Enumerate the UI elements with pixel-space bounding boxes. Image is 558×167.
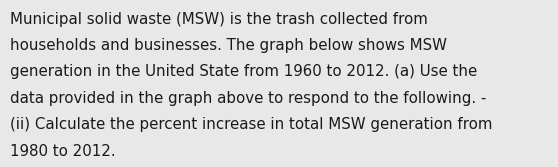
- Text: Municipal solid waste (MSW) is the trash collected from: Municipal solid waste (MSW) is the trash…: [10, 12, 428, 27]
- Text: households and businesses. The graph below shows MSW: households and businesses. The graph bel…: [10, 38, 447, 53]
- Text: generation in the United State from 1960 to 2012. (a) Use the: generation in the United State from 1960…: [10, 64, 477, 79]
- Text: data provided in the graph above to respond to the following. -: data provided in the graph above to resp…: [10, 91, 487, 106]
- Text: (ii) Calculate the percent increase in total MSW generation from: (ii) Calculate the percent increase in t…: [10, 117, 493, 132]
- Text: 1980 to 2012.: 1980 to 2012.: [10, 144, 116, 159]
